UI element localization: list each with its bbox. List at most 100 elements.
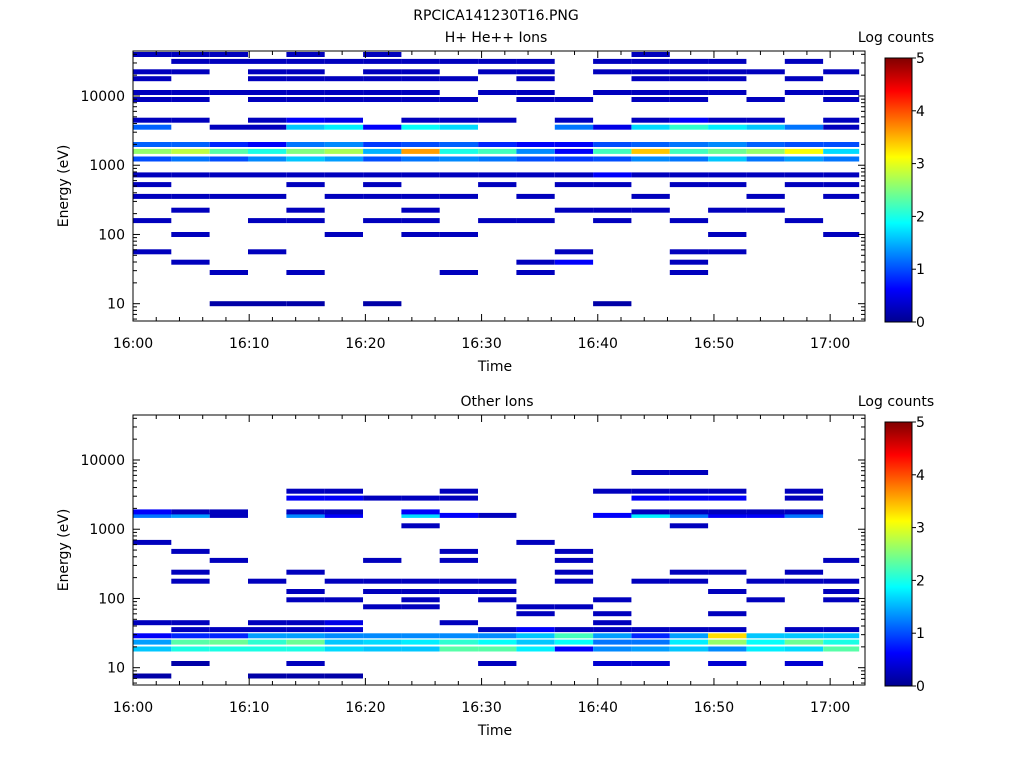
heatmap-cell [746, 193, 785, 199]
heatmap-cell [363, 124, 402, 130]
heatmap-cell [631, 488, 670, 494]
heatmap-cell [823, 172, 860, 178]
heatmap-cell [439, 633, 478, 639]
heatmap-cell [363, 589, 402, 594]
heatmap-cell [401, 523, 440, 529]
heatmap-cell [516, 218, 555, 224]
heatmap-cell [171, 633, 210, 639]
heatmap-cell [286, 597, 325, 603]
heatmap-cell [324, 627, 363, 633]
heatmap-cell [439, 172, 478, 178]
heatmap-cell [554, 142, 594, 147]
heatmap-cell [554, 156, 594, 162]
heatmap-cell [248, 76, 287, 82]
heatmap-cell [248, 90, 287, 95]
heatmap-cell [401, 97, 440, 102]
heatmap-cell [401, 156, 440, 162]
heatmap-cell [478, 156, 517, 162]
heatmap-cell [286, 172, 325, 178]
heatmap-cell [248, 58, 287, 64]
heatmap-cell [516, 639, 555, 645]
heatmap-cell [363, 604, 402, 610]
heatmap-cell [554, 172, 594, 178]
heatmap-cell [171, 69, 210, 75]
heatmap-cell [631, 156, 670, 162]
heatmap-cell [784, 639, 824, 645]
heatmap-cell [784, 646, 824, 652]
plot-cells [133, 52, 860, 307]
heatmap-cell [784, 512, 824, 518]
heatmap-cell [248, 218, 287, 224]
heatmap-cell [516, 69, 555, 75]
heatmap-cell [324, 117, 363, 123]
heatmap-cell [669, 578, 709, 584]
heatmap-cell [554, 557, 594, 563]
colorbar-tick-label: 4 [916, 104, 925, 120]
heatmap-cell [401, 172, 440, 178]
heatmap-cell [133, 673, 172, 679]
x-axis: 16:00 16:10 16:20 16:30 16:40 16:50 17:00 [113, 51, 854, 352]
heatmap-cell [516, 58, 555, 64]
panel-title: H+ He++ Ions [445, 30, 548, 46]
heatmap-cell [593, 661, 632, 666]
heatmap-cell [401, 142, 440, 147]
colorbar-label: Log counts [858, 30, 934, 46]
heatmap-cell [669, 172, 709, 178]
heatmap-cell [823, 124, 860, 130]
heatmap-cell [248, 69, 287, 75]
heatmap-cell [631, 512, 670, 518]
heatmap-cell [324, 512, 363, 518]
heatmap-cell [669, 569, 709, 575]
x-tick-label: 16:10 [229, 700, 269, 716]
heatmap-cell [324, 97, 363, 102]
heatmap-cell [286, 512, 325, 518]
colorbar-tick-label: 3 [916, 521, 925, 537]
heatmap-cell [363, 495, 402, 501]
heatmap-cell [593, 148, 632, 154]
heatmap-cell [593, 207, 632, 213]
heatmap-cell [363, 182, 402, 188]
colorbar: Log counts 0 1 2 3 4 5 [858, 394, 934, 695]
heatmap-cell [708, 156, 747, 162]
heatmap-cell [478, 661, 517, 666]
heatmap-cell [133, 97, 172, 102]
colorbar-tick-label: 5 [916, 51, 925, 67]
heatmap-cell [171, 58, 210, 64]
colorbar-scale [884, 57, 913, 323]
heatmap-cell [286, 58, 325, 64]
heatmap-cell [133, 639, 172, 645]
heatmap-cell [401, 148, 440, 154]
heatmap-cell [746, 512, 785, 518]
heatmap-cell [286, 509, 325, 515]
heatmap-cell [209, 148, 248, 154]
heatmap-cell [363, 578, 402, 584]
heatmap-cell [248, 124, 287, 130]
heatmap-cell [631, 172, 670, 178]
heatmap-cell [439, 646, 478, 652]
heatmap-cell [363, 156, 402, 162]
x-tick-label: 16:10 [229, 336, 269, 352]
heatmap-cell [439, 58, 478, 64]
heatmap-cell [248, 172, 287, 178]
heatmap-cell [631, 69, 670, 75]
colorbar-tick-label: 0 [916, 679, 925, 695]
heatmap-cell [363, 193, 402, 199]
heatmap-cell [708, 509, 747, 515]
heatmap-cell [708, 148, 747, 154]
heatmap-cell [669, 58, 709, 64]
heatmap-cell [286, 620, 325, 626]
heatmap-cell [363, 557, 402, 563]
heatmap-cell [593, 142, 632, 147]
heatmap-cell [784, 578, 824, 584]
heatmap-cell [631, 633, 670, 639]
heatmap-cell [746, 639, 785, 645]
colorbar-tick-label: 2 [916, 209, 925, 225]
heatmap-cell [631, 207, 670, 213]
heatmap-cell [171, 620, 210, 626]
heatmap-cell [286, 627, 325, 633]
heatmap-cell [286, 182, 325, 188]
y-axis-label: Energy (eV) [56, 509, 72, 592]
heatmap-cell [823, 97, 860, 102]
heatmap-cell [133, 646, 172, 652]
heatmap-cell [708, 661, 747, 666]
